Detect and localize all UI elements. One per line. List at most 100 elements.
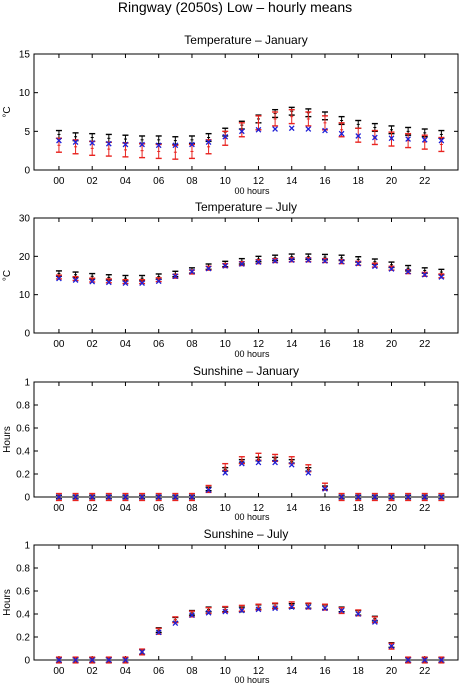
panel-4-marker-x-blue — [421, 657, 428, 663]
panel-4-ylabel: Hours — [2, 589, 13, 616]
panel-3-marker-x-blue — [421, 494, 428, 500]
panel-1-marker-x-blue — [305, 126, 312, 132]
panel-1-ytick-label: 10 — [19, 88, 31, 99]
panel-2-marker-x-blue — [89, 278, 96, 285]
panel-4-marker-x-blue — [72, 657, 79, 663]
panel-4-marker-x-blue — [155, 629, 162, 636]
panel-3-marker-x-blue — [388, 494, 395, 500]
panel-2-marker-x-blue — [388, 266, 395, 272]
panel-3-xtick-label: 14 — [286, 503, 298, 514]
panel-3-marker-x-blue — [272, 459, 278, 466]
panel-2-xlabel: 00 hours — [234, 349, 270, 359]
panel-4-marker-x-blue — [388, 643, 395, 650]
panel-1-marker-x-blue — [155, 142, 162, 149]
panel-3-xtick-label: 08 — [186, 503, 198, 514]
panel-2-ytick-label: 10 — [19, 290, 31, 301]
panel-4-xtick-label: 16 — [319, 666, 331, 677]
panel-4-xtick-label: 12 — [253, 666, 265, 677]
panel-2-axes-box — [33, 217, 459, 334]
panel-4-marker-x-blue — [288, 604, 295, 610]
panel-3-xtick-label: 16 — [319, 503, 331, 514]
panel-2-marker-x-blue — [105, 279, 112, 286]
panel-1-series-blue — [56, 125, 445, 149]
panel-4-title: Sunshine – July — [204, 527, 289, 541]
panel-4-marker-x-blue — [122, 657, 129, 663]
panel-1-marker-x-blue — [172, 142, 179, 149]
panel-3-marker-x-blue — [305, 469, 312, 476]
panel-2-marker-x-blue — [189, 268, 195, 275]
panel-1-marker-x-blue — [105, 140, 112, 147]
panel-2-xtick-label: 12 — [253, 339, 265, 350]
panel-1-ytick-label: 15 — [19, 50, 31, 61]
panel-1-xtick-label: 00 — [53, 176, 65, 187]
panel-1-series-black — [55, 106, 445, 146]
panel-2-marker-x-blue — [238, 261, 245, 267]
panel-4: Sunshine – July 00 hours Hours 0 0.2 0.4 0.6 0.… — [2, 527, 459, 685]
panel-3-xtick-label: 04 — [120, 503, 132, 514]
panel-3-marker-x-blue — [105, 494, 112, 500]
panel-3-xtick-label: 02 — [87, 503, 99, 514]
panel-4-xtick-label: 14 — [286, 666, 298, 677]
panel-1-marker-x-blue — [288, 125, 295, 132]
panel-4-marker-x-blue — [189, 612, 195, 619]
panel-2-marker-x-blue — [322, 258, 328, 264]
panel-3-ytick-label: 0.6 — [16, 424, 30, 435]
panel-4-xtick-label: 20 — [386, 666, 398, 677]
panel-2-ytick-label: 20 — [19, 252, 31, 263]
panel-3-xlabel: 00 hours — [234, 512, 270, 522]
panel-3-marker-x-blue — [155, 494, 162, 500]
panel-2-ylabel: °C — [2, 270, 13, 281]
panel-4-marker-x-blue — [372, 619, 378, 625]
panel-4-xtick-label: 00 — [53, 666, 65, 677]
panel-3-marker-x-blue — [122, 494, 129, 500]
panel-2-xtick-label: 20 — [386, 339, 398, 350]
panel-1-marker-x-blue — [189, 141, 195, 148]
panel-2-marker-x-blue — [405, 268, 411, 275]
panel-3-xtick-label: 22 — [419, 503, 431, 514]
panel-3-ytick-label: 0.8 — [16, 401, 30, 412]
panel-4-marker-x-blue — [89, 657, 96, 663]
panel-4-marker-x-blue — [205, 609, 212, 616]
panel-4-xtick-label: 10 — [220, 666, 232, 677]
panel-4-xtick-label: 04 — [120, 666, 132, 677]
panel-1-xtick-label: 02 — [87, 176, 99, 187]
panel-3-marker-x-blue — [139, 494, 145, 500]
panel-1: Temperature – January 00 hours °C 0 5 10 15 00 0… — [2, 33, 459, 196]
panel-3-xtick-label: 12 — [253, 503, 265, 514]
panel-1-marker-x-blue — [255, 126, 262, 133]
panel-2-marker-x-blue — [222, 263, 229, 269]
panel-1-marker-x-blue — [139, 141, 145, 148]
panel-3-xtick-label: 10 — [220, 503, 232, 514]
panel-4-axes-box — [33, 544, 459, 661]
panel-2-marker-x-blue — [438, 274, 445, 280]
panel-1-marker-x-blue — [405, 136, 411, 142]
panel-4-marker-x-blue — [355, 611, 362, 617]
panel-4-ytick-label: 0.6 — [16, 587, 30, 598]
panel-3-marker-x-blue — [56, 494, 62, 500]
panel-4-marker-x-blue — [56, 657, 62, 663]
panel-3-marker-x-blue — [372, 494, 378, 500]
panel-3-marker-x-blue — [172, 494, 179, 500]
panel-3-marker-x-blue — [355, 494, 362, 500]
panel-1-marker-x-blue — [388, 135, 395, 142]
figure-title: Ringway (2050s) Low – hourly means — [118, 0, 352, 15]
panel-2-marker-x-blue — [72, 277, 79, 283]
panel-2-series-blue — [56, 257, 445, 287]
panel-4-marker-x-blue — [438, 657, 445, 663]
panel-4-marker-x-blue — [222, 608, 229, 615]
panel-1-marker-x-blue — [355, 133, 362, 139]
panel-1-xtick-label: 12 — [253, 176, 265, 187]
panel-1-marker-x-blue — [56, 137, 62, 144]
panel-3-marker-x-blue — [205, 487, 212, 493]
panel-3-ytick-label: 0 — [24, 493, 30, 504]
panel-2-marker-x-blue — [338, 258, 345, 265]
panel-4-ytick-label: 0 — [24, 656, 30, 667]
panel-3-marker-x-blue — [288, 461, 295, 468]
panel-1-marker-x-blue — [205, 139, 212, 146]
panel-4-series-black — [55, 602, 445, 663]
panel-3-xtick-label: 20 — [386, 503, 398, 514]
panel-4-xtick-label: 22 — [419, 666, 431, 677]
panel-4-ytick-label: 0.4 — [16, 610, 30, 621]
panel-3-series-blue — [56, 459, 445, 500]
panel-2-marker-x-blue — [205, 265, 212, 272]
